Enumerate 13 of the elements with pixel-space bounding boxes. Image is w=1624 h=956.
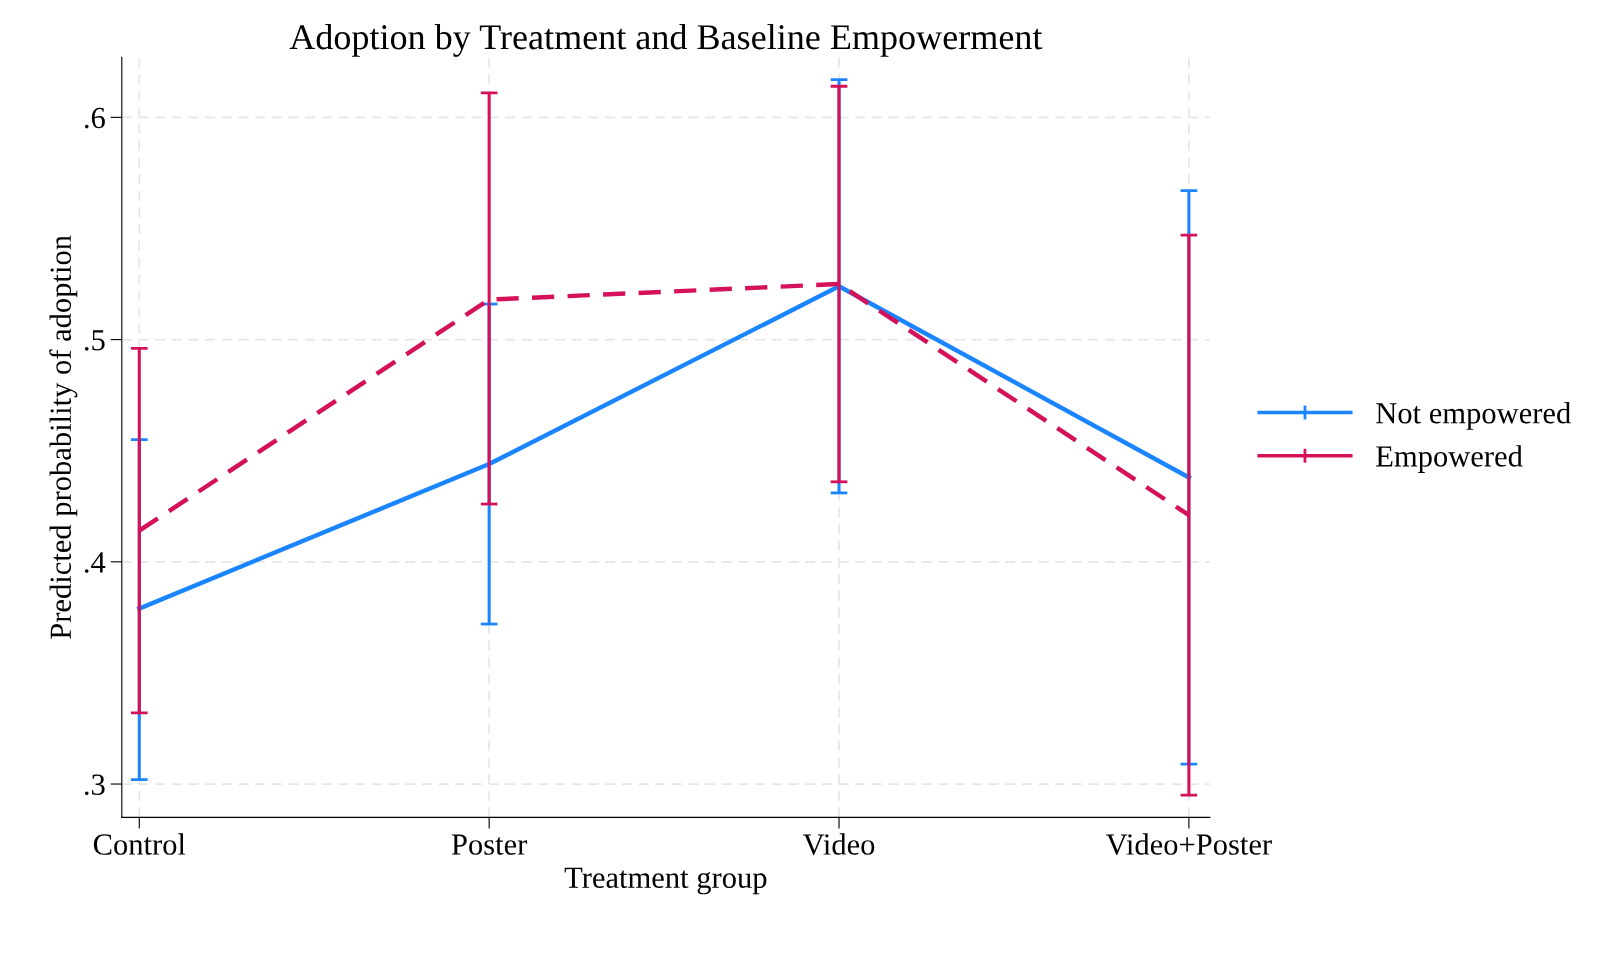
- y-tick-label: .6: [84, 107, 105, 129]
- y-tick-label: .4: [84, 552, 106, 573]
- legend-label: Empowered: [1376, 445, 1523, 473]
- x-tick-label: Poster: [451, 834, 528, 855]
- legend-label: Not empowered: [1376, 402, 1571, 430]
- y-tick-label: .5: [84, 330, 105, 351]
- x-tick-label: Video+Poster: [1106, 833, 1272, 856]
- chart-title: Adoption by Treatment and Baseline Empowerment: [289, 23, 1043, 57]
- y-tick-label: .3: [84, 774, 105, 796]
- y-axis-title: Predicted probability of adoption: [49, 235, 78, 639]
- x-tick-label: Control: [93, 833, 186, 855]
- x-tick-label: Video: [802, 833, 875, 856]
- x-axis-title: Treatment group: [564, 867, 767, 895]
